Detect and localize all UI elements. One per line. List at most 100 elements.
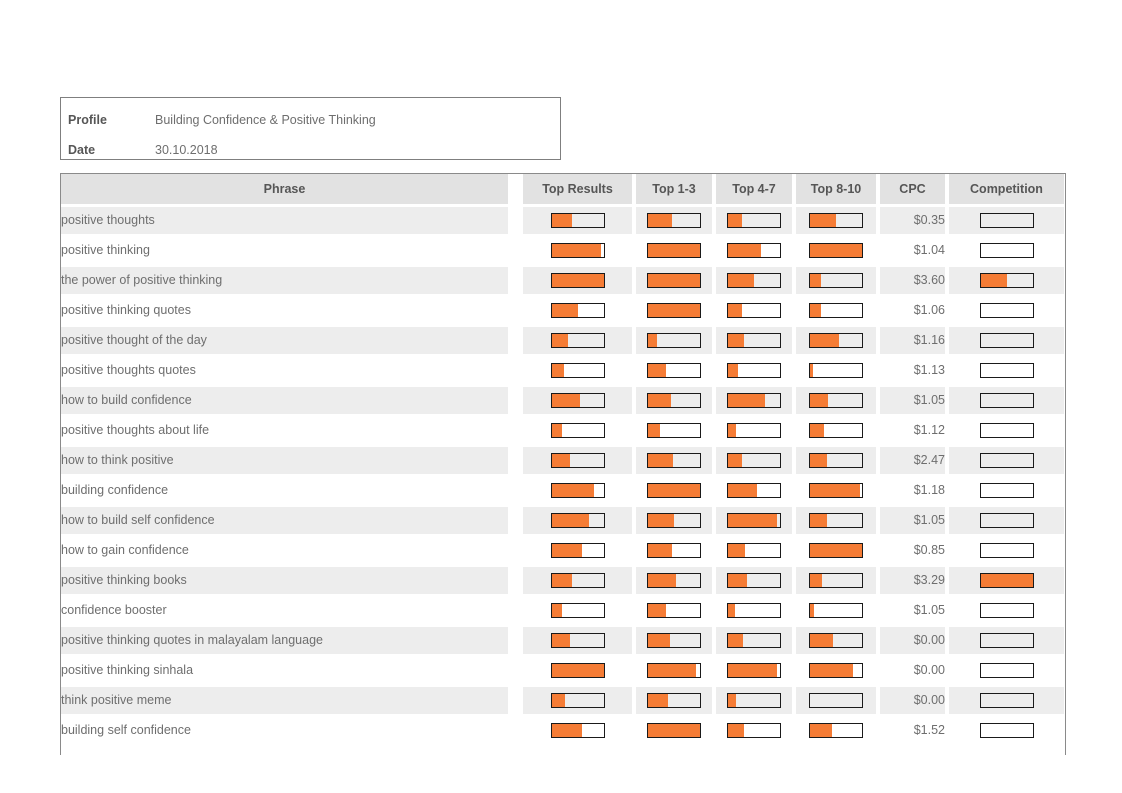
top-8-10-cell [796,627,880,654]
date-value: 30.10.2018 [155,143,218,157]
table-row[interactable]: positive thinking quotes $1.06 [61,297,1064,324]
top-8-10-bar-fill [810,214,836,228]
top-8-10-bar [809,453,863,469]
table-row[interactable]: positive thought of the day $1.16 [61,327,1064,354]
table-row[interactable]: positive thinking sinhala $0.00 [61,657,1064,684]
top-4-7-bar-fill [728,604,735,618]
top-results-bar [550,633,605,649]
table-row[interactable]: building self confidence $1.52 [61,717,1064,744]
table-row[interactable]: how to gain confidence $0.85 [61,537,1064,564]
cpc-cell: $3.60 [880,267,949,294]
top-4-7-bar-fill [728,304,743,318]
top-8-10-bar-fill [810,304,821,318]
top-results-bar-fill [551,244,602,258]
top-results-cell [523,237,636,264]
top-results-bar-fill [551,274,604,288]
column-header-top-results: Top Results [523,174,636,204]
competition-cell [949,207,1064,234]
top-4-7-bar [727,483,781,499]
top-1-3-bar-fill [648,544,673,558]
cpc-cell: $1.18 [880,477,949,504]
top-results-bar-fill [551,694,566,708]
table-row[interactable]: positive thoughts quotes $1.13 [61,357,1064,384]
competition-bar [979,483,1034,499]
top-8-10-cell [796,237,880,264]
top-results-cell [523,507,636,534]
top-1-3-bar [647,273,701,289]
competition-cell [949,507,1064,534]
table-row[interactable]: building confidence $1.18 [61,477,1064,504]
top-8-10-cell [796,567,880,594]
competition-bar [979,333,1034,349]
phrase-cell: confidence booster [61,597,523,624]
table-row[interactable]: think positive meme $0.00 [61,687,1064,714]
top-1-3-bar [647,513,701,529]
top-1-3-cell [636,207,716,234]
table-row[interactable]: the power of positive thinking $3.60 [61,267,1064,294]
top-4-7-bar-fill [728,214,742,228]
top-4-7-bar [727,333,781,349]
top-4-7-cell [716,657,796,684]
cpc-cell: $0.00 [880,657,949,684]
top-1-3-cell [636,447,716,474]
top-1-3-bar [647,243,701,259]
cpc-cell: $0.00 [880,687,949,714]
top-4-7-bar [727,243,781,259]
top-results-bar-fill [551,514,589,528]
phrase-cell: positive thinking books [61,567,523,594]
column-header-top-1-3: Top 1-3 [636,174,716,204]
top-results-bar [550,663,605,679]
competition-bar [979,513,1034,529]
table-row[interactable]: positive thoughts about life $1.12 [61,417,1064,444]
top-4-7-cell [716,267,796,294]
keyword-table: Phrase Top Results Top 1-3 Top 4-7 Top 8… [61,171,1064,747]
top-results-cell [523,477,636,504]
top-4-7-bar [727,393,781,409]
competition-cell [949,387,1064,414]
top-results-bar [550,213,605,229]
top-4-7-bar [727,213,781,229]
table-row[interactable]: positive thoughts $0.35 [61,207,1064,234]
table-row[interactable]: how to build confidence $1.05 [61,387,1064,414]
top-1-3-bar-fill [648,244,700,258]
top-4-7-bar-fill [728,574,748,588]
top-results-cell [523,657,636,684]
competition-cell [949,237,1064,264]
top-results-bar-fill [551,394,581,408]
top-1-3-cell [636,327,716,354]
table-row[interactable]: positive thinking quotes in malayalam la… [61,627,1064,654]
top-1-3-bar-fill [648,694,669,708]
top-results-cell [523,327,636,354]
top-1-3-cell [636,237,716,264]
competition-cell [949,417,1064,444]
competition-bar [979,423,1034,439]
table-row[interactable]: positive thinking books $3.29 [61,567,1064,594]
top-1-3-bar [647,393,701,409]
table-row[interactable]: confidence booster $1.05 [61,597,1064,624]
top-4-7-cell [716,417,796,444]
table-row[interactable]: positive thinking $1.04 [61,237,1064,264]
top-1-3-bar-fill [648,514,674,528]
phrase-cell: positive thinking [61,237,523,264]
competition-cell [949,327,1064,354]
phrase-cell: how to think positive [61,447,523,474]
phrase-cell: think positive meme [61,687,523,714]
competition-bar [979,573,1034,589]
top-4-7-bar-fill [728,364,738,378]
top-4-7-bar [727,453,781,469]
top-8-10-bar [809,513,863,529]
top-8-10-bar-fill [810,634,834,648]
table-row[interactable]: how to think positive $2.47 [61,447,1064,474]
top-results-cell [523,537,636,564]
competition-bar [979,393,1034,409]
competition-bar [979,603,1034,619]
top-8-10-cell [796,507,880,534]
table-row[interactable]: how to build self confidence $1.05 [61,507,1064,534]
cpc-cell: $0.35 [880,207,949,234]
top-8-10-bar [809,693,863,709]
date-label: Date [68,143,96,157]
top-1-3-bar-fill [648,334,657,348]
profile-value: Building Confidence & Positive Thinking [155,113,376,127]
top-4-7-bar-fill [728,484,758,498]
top-1-3-cell [636,417,716,444]
